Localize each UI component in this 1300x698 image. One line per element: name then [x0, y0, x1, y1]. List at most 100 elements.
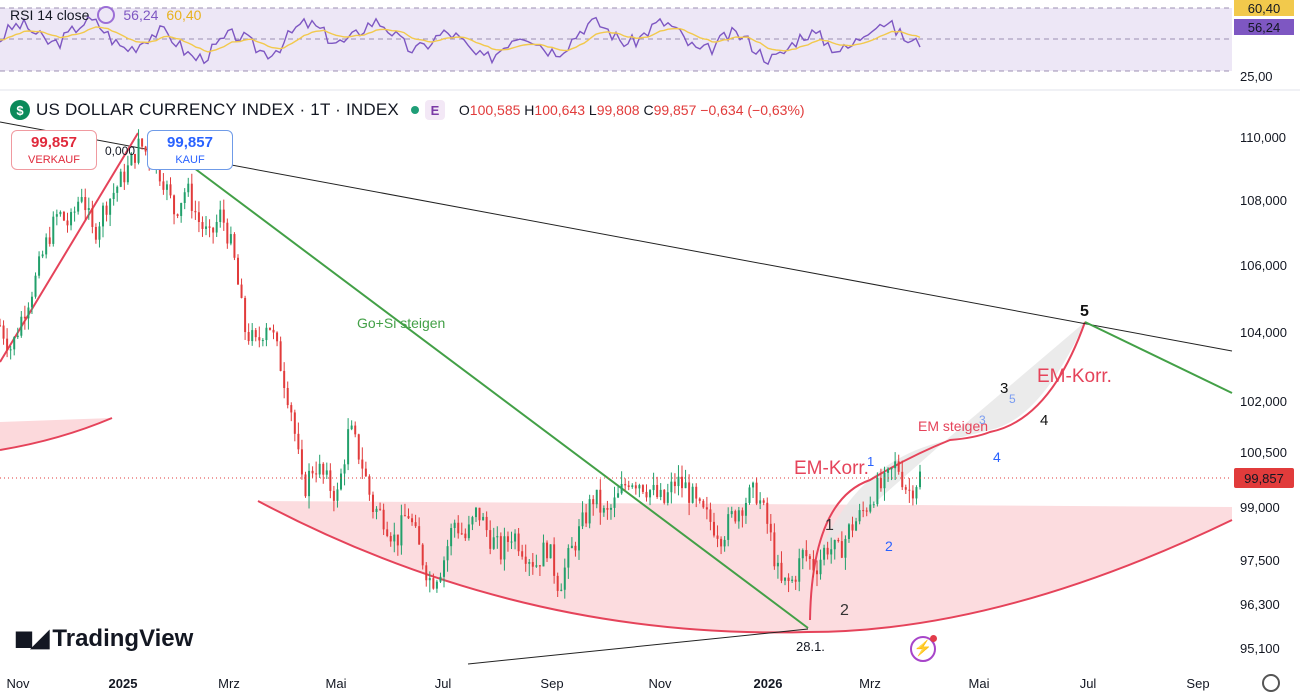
candle-body [116, 186, 119, 193]
candle-body [574, 545, 577, 551]
candle-body [688, 482, 691, 503]
symbol-title[interactable]: US DOLLAR CURRENCY INDEX · 1T · INDEX [36, 100, 399, 119]
candle-body [549, 544, 552, 559]
rsi-header[interactable]: RSI 14 close 56,24 60,40 [10, 6, 201, 24]
candle-body [261, 340, 264, 342]
candle-body [329, 470, 332, 491]
candle-body [759, 500, 762, 504]
candle-body [482, 516, 485, 521]
earnings-badge[interactable]: E [424, 100, 445, 120]
candle-body [830, 549, 833, 555]
candle-body [645, 491, 648, 498]
candle-body [911, 490, 914, 499]
x-tick-label: 2026 [754, 676, 783, 691]
candle-body [563, 567, 566, 590]
candle-body [524, 556, 527, 564]
candle-body [844, 538, 847, 558]
candle-body [183, 192, 186, 204]
candle-body [30, 296, 33, 308]
y-tick-label: 104,000 [1240, 325, 1287, 340]
y-axis[interactable]: 110,000 108,000 106,000 104,000 102,000 100,5… [1240, 130, 1287, 656]
candle-body [141, 138, 144, 147]
candle-body [265, 327, 268, 341]
candle-body [407, 516, 410, 519]
rsi-low-label: 25,00 [1240, 69, 1273, 84]
candle-body [109, 198, 112, 215]
candle-body [240, 284, 243, 298]
indicator-settings-icon[interactable] [97, 6, 116, 24]
candle-body [467, 524, 470, 539]
candle-body [496, 536, 499, 538]
candle-body [872, 504, 875, 506]
left-red-arc-fill [0, 418, 112, 450]
candle-body [762, 500, 765, 503]
y-tick-label: 106,000 [1240, 258, 1287, 273]
rsi-label: RSI 14 close [10, 7, 90, 23]
candle-body [634, 485, 637, 489]
candle-body [396, 534, 399, 546]
bowl-line [257, 500, 1233, 634]
candle-body [59, 211, 62, 215]
candle-body [698, 498, 701, 501]
candle-body [34, 275, 37, 297]
candle-body [386, 529, 389, 536]
change-value: −0,634 (−0,63%) [700, 102, 805, 118]
y-tick-label: 102,000 [1240, 394, 1287, 409]
sell-label: VERKAUF [28, 154, 80, 166]
candle-body [205, 226, 208, 229]
candle-body [77, 201, 80, 212]
candle-body [364, 468, 367, 477]
ohlc-readout: O100,585 H100,643 L99,808 C99,857 −0,634… [458, 102, 805, 118]
tradingview-logo[interactable]: ◼◢ TradingView [14, 624, 193, 653]
candle-body [517, 533, 520, 552]
candle-body [666, 492, 669, 503]
candle-body [741, 510, 744, 516]
lightning-icon[interactable]: ⚡ [910, 635, 937, 662]
em-korr-label-right: EM-Korr. [1037, 366, 1112, 387]
candle-body [464, 533, 467, 539]
candle-body [425, 565, 428, 581]
candle-body [16, 335, 19, 338]
rsi-ma-tag-bg [1234, 0, 1294, 16]
candle-body [432, 578, 435, 589]
candle-body [624, 483, 627, 486]
candle-body [709, 509, 712, 522]
candle-body [304, 474, 307, 497]
wave-1-black: 1 [825, 517, 834, 534]
candle-body [368, 476, 371, 495]
candle-body [318, 463, 321, 475]
candle-body [233, 234, 236, 258]
candle-body [727, 514, 730, 540]
candle-body [311, 470, 314, 474]
em-steigen-label: EM steigen [918, 418, 988, 434]
sell-button[interactable]: 99,857 VERKAUF [11, 130, 97, 170]
symbol-header[interactable]: $ US DOLLAR CURRENCY INDEX · 1T · INDEX … [10, 99, 805, 121]
candle-body [194, 210, 197, 213]
candle-body [546, 542, 549, 559]
x-tick-label: Jul [435, 676, 452, 691]
x-tick-label: Sep [1186, 676, 1209, 691]
settings-icon[interactable] [1262, 674, 1280, 692]
wave-4-black: 4 [1040, 412, 1048, 429]
candle-body [847, 524, 850, 539]
buy-button[interactable]: 99,857 KAUF [147, 130, 233, 170]
candle-body [553, 544, 556, 576]
candle-body [659, 489, 662, 498]
candle-body [84, 197, 87, 211]
candle-body [478, 507, 481, 521]
candle-body [421, 544, 424, 566]
x-axis[interactable]: Nov 2025 Mrz Mai Jul Sep Nov 2026 Mrz Mai Jul Sep [6, 676, 1209, 691]
candle-body [677, 476, 680, 487]
wave-5-black: 5 [1080, 303, 1089, 320]
candle-body [901, 471, 904, 488]
candle-body [833, 539, 836, 550]
candle-body [716, 535, 719, 539]
candle-body [865, 510, 868, 512]
candle-body [695, 486, 698, 499]
em-korr-label-left: EM-Korr. [794, 458, 869, 479]
candle-body [23, 316, 26, 319]
candle-body [617, 493, 620, 498]
candle-body [254, 330, 257, 338]
candle-body [855, 521, 858, 531]
